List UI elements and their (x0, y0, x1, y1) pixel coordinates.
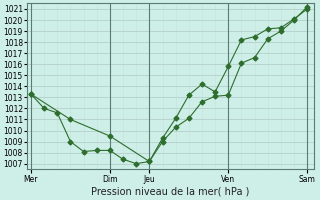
X-axis label: Pression niveau de la mer( hPa ): Pression niveau de la mer( hPa ) (91, 187, 250, 197)
